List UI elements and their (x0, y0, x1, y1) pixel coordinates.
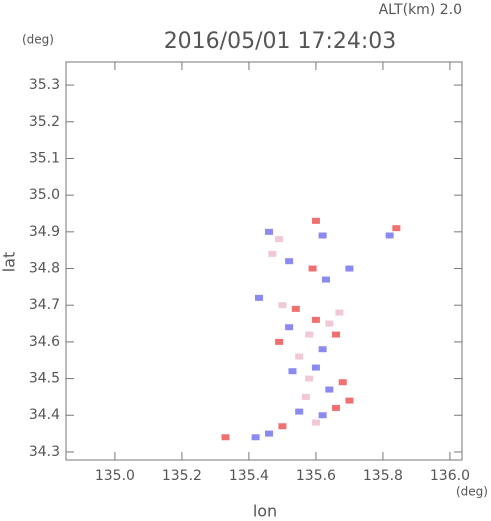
echo-point (265, 430, 274, 437)
y-tick-label: 34.9 (29, 224, 60, 240)
chart-title: 2016/05/01 17:24:03 (164, 29, 397, 54)
echo-point (278, 423, 287, 430)
x-tick-label: 135.6 (296, 468, 336, 484)
echo-point (332, 404, 341, 411)
y-tick-label: 34.3 (29, 444, 60, 460)
x-tick-label: 135.4 (229, 468, 269, 484)
y-tick-label: 34.7 (29, 297, 60, 313)
echo-point (332, 331, 341, 338)
y-tick-label: 34.4 (29, 407, 60, 423)
echo-point (288, 368, 297, 375)
echo-point (345, 265, 354, 272)
echo-point (311, 419, 320, 426)
y-tick-label: 34.6 (29, 334, 60, 350)
x-tick-label: 135.0 (95, 468, 135, 484)
echo-point (311, 364, 320, 371)
y-unit: (deg) (22, 33, 54, 47)
echo-point (308, 265, 317, 272)
echo-point (318, 346, 327, 353)
echo-point (318, 232, 327, 239)
echo-point (345, 397, 354, 404)
echo-point (321, 276, 330, 283)
echo-point (311, 217, 320, 224)
echo-point (268, 250, 277, 257)
y-axis-label: lat (0, 252, 19, 273)
echo-point (295, 353, 304, 360)
echo-point (311, 316, 320, 323)
x-tick-label: 135.2 (162, 468, 202, 484)
echo-point (295, 408, 304, 415)
echo-point (325, 386, 334, 393)
x-axis-label: lon (253, 502, 277, 521)
echo-point (221, 434, 230, 441)
y-tick-label: 35.3 (29, 77, 60, 93)
echo-point (254, 294, 263, 301)
plot-frame (65, 61, 463, 461)
echo-point (305, 375, 314, 382)
y-tick-label: 35.1 (29, 150, 60, 166)
echo-point (275, 338, 284, 345)
echo-point (335, 309, 344, 316)
x-tick-label: 135.8 (363, 468, 403, 484)
y-tick-label: 34.5 (29, 371, 60, 387)
echo-point (275, 236, 284, 243)
echo-point (265, 228, 274, 235)
echo-point (385, 232, 394, 239)
echo-point (285, 258, 294, 265)
x-unit: (deg) (456, 485, 488, 499)
altitude-label: ALT(km) 2.0 (379, 2, 462, 18)
echo-point (285, 324, 294, 331)
echo-point (251, 434, 260, 441)
echo-point (318, 412, 327, 419)
x-tick-label: 136.0 (430, 468, 470, 484)
echo-point (301, 393, 310, 400)
echo-point (305, 331, 314, 338)
echo-point (278, 302, 287, 309)
echo-point (392, 225, 401, 232)
echo-point (325, 320, 334, 327)
echo-point (338, 379, 347, 386)
y-tick-label: 35.0 (29, 187, 60, 203)
y-tick-label: 34.8 (29, 261, 60, 277)
echo-point (291, 305, 300, 312)
y-tick-label: 35.2 (29, 114, 60, 130)
